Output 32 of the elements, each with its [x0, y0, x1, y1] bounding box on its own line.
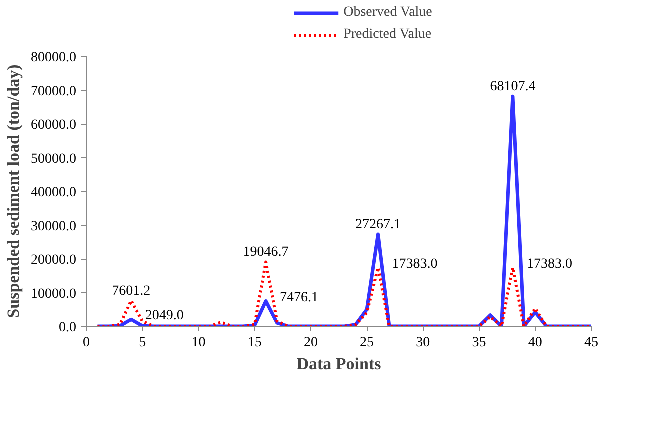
data-label: 68107.4 [490, 80, 536, 95]
data-label: 17383.0 [526, 256, 572, 272]
x-tick-label: 45 [584, 336, 598, 350]
x-axis-title: Data Points [296, 354, 382, 374]
x-tick-label: 20 [304, 336, 318, 350]
x-tick-label: 15 [248, 336, 262, 350]
data-label: 27267.1 [356, 217, 402, 232]
y-tick-label: 50000.0 [31, 152, 76, 167]
y-tick-label: 70000.0 [31, 84, 76, 100]
y-tick-label: 20000.0 [31, 253, 76, 268]
legend-label: Predicted Value [344, 27, 432, 43]
y-tick-label: 0.0 [59, 320, 76, 336]
data-label: 7476.1 [280, 290, 319, 306]
y-tick-label: 40000.0 [31, 186, 76, 200]
data-label: 7601.2 [112, 284, 151, 299]
data-label: 2049.0 [145, 308, 184, 324]
x-tick-label: 0 [83, 336, 90, 350]
data-label: 19046.7 [243, 245, 289, 260]
y-tick-label: 10000.0 [31, 286, 76, 302]
x-tick-label: 40 [528, 336, 542, 350]
x-tick-label: 35 [472, 336, 486, 350]
legend-label: Observed Value [344, 5, 432, 21]
x-tick-label: 30 [416, 336, 430, 350]
data-label: 17383.0 [392, 256, 438, 272]
y-tick-label: 80000.0 [31, 50, 76, 66]
y-tick-label: 30000.0 [31, 219, 76, 234]
line-series [96, 260, 592, 326]
y-axis-title: Suspended sediment load (ton/day) [4, 64, 23, 318]
x-tick-label: 5 [139, 336, 146, 350]
x-tick-label: 25 [360, 336, 374, 350]
y-tick-label: 60000.0 [31, 118, 76, 133]
x-tick-label: 10 [192, 336, 206, 350]
